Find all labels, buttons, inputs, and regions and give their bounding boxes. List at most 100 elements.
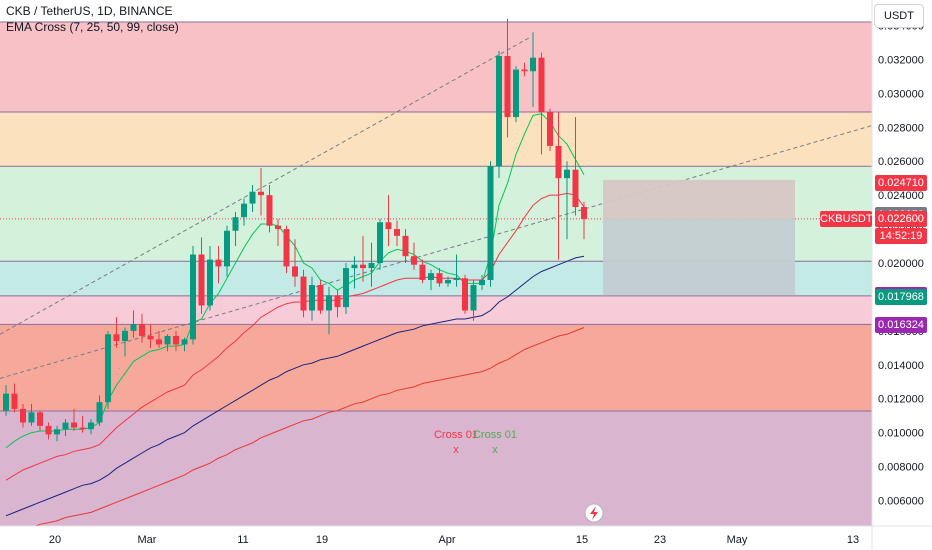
position-box[interactable] — [603, 179, 795, 296]
candle-body — [71, 422, 77, 428]
candle-body — [190, 254, 196, 340]
candle-body — [411, 256, 417, 265]
fib-zone — [0, 111, 872, 167]
candle-body — [20, 408, 26, 423]
candle-body — [258, 191, 264, 196]
price-tag: 0.022600 — [875, 210, 927, 227]
candle-body — [113, 334, 120, 342]
position-box-profit[interactable] — [603, 179, 795, 219]
candle-body — [292, 266, 298, 277]
candle-body — [224, 230, 230, 267]
candle-body — [445, 279, 451, 284]
candle-body — [105, 334, 111, 403]
fib-zone — [0, 410, 872, 526]
price-tick-label: 0.008000 — [878, 462, 924, 474]
price-tick-label: 0.010000 — [878, 428, 924, 440]
candle-body — [385, 222, 392, 230]
fib-zone — [0, 22, 872, 112]
candle-body — [130, 324, 137, 331]
candle-body — [198, 254, 205, 306]
candle-body — [207, 259, 213, 306]
fib-zone — [0, 295, 872, 325]
price-tick-label: 0.012000 — [878, 394, 924, 406]
candle-body — [37, 412, 43, 426]
candle-body — [555, 145, 562, 179]
candle-body — [232, 217, 239, 231]
fib-zone — [0, 324, 872, 411]
candle-body — [343, 268, 349, 308]
candle-body — [496, 55, 502, 167]
price-tick-label: 0.028000 — [878, 122, 924, 134]
candle-body — [462, 278, 468, 311]
price-tick-label: 0.020000 — [878, 258, 924, 270]
price-tick-label: 0.024000 — [878, 190, 924, 202]
candle-body — [419, 264, 426, 280]
candle-body — [402, 235, 409, 257]
candle-body — [54, 429, 60, 435]
time-tick-label: Apr — [438, 534, 455, 546]
candle-body — [147, 335, 154, 340]
candle-body — [360, 264, 366, 269]
candle-body — [521, 69, 528, 72]
candle-body — [283, 229, 290, 267]
cross-label: Cross 01 — [434, 429, 478, 441]
lightning-icon[interactable] — [584, 503, 604, 523]
candle-body — [156, 339, 162, 345]
currency-button[interactable]: USDT — [874, 4, 924, 28]
candle-body — [309, 285, 315, 311]
candle-body — [317, 285, 324, 311]
candle-body — [479, 279, 485, 286]
candle-body — [487, 166, 494, 280]
price-tick-label: 0.032000 — [878, 54, 924, 66]
time-tick-label: 15 — [576, 534, 588, 546]
candle-body — [572, 169, 579, 208]
candle-body — [45, 425, 52, 435]
cross-mark: x — [453, 444, 459, 456]
candle-body — [139, 324, 145, 336]
price-tick-label: 0.026000 — [878, 156, 924, 168]
candle-body — [181, 339, 188, 345]
price-tick-label: 0.030000 — [878, 88, 924, 100]
candle-body — [3, 393, 9, 411]
candle-body — [351, 264, 358, 269]
time-tick-label: 20 — [49, 534, 61, 546]
time-tick-label: 19 — [316, 534, 328, 546]
candle-body — [368, 263, 375, 269]
price-tag: 0.024710 — [875, 175, 927, 192]
symbol-price-tag: CKBUSDT — [820, 210, 873, 227]
position-box-loss[interactable] — [603, 218, 795, 296]
candle-body — [11, 393, 18, 409]
candle-body — [266, 195, 273, 226]
candle-body — [564, 169, 570, 179]
zone-top — [0, 0, 872, 23]
time-tick-label: May — [727, 534, 748, 546]
time-tick-label: 11 — [237, 534, 248, 546]
candle-body — [96, 402, 103, 423]
time-tick-label: Mar — [138, 534, 157, 546]
candle-body — [300, 276, 307, 311]
price-tag: 0.016324 — [875, 317, 927, 334]
candle-body — [470, 285, 477, 311]
time-tick-label: 23 — [654, 534, 666, 546]
candle-body — [581, 207, 587, 219]
chart-title: CKB / TetherUS, 1D, BINANCE — [6, 4, 173, 18]
candle-body — [530, 57, 536, 72]
trendline-upper — [0, 36, 531, 335]
ema-line-2 — [5, 255, 585, 517]
candle-body — [334, 295, 341, 308]
cross-mark: x — [492, 444, 498, 456]
price-tick-label: 0.014000 — [878, 360, 924, 372]
candle-body — [249, 191, 256, 204]
time-axis-bg — [0, 526, 932, 550]
candle-body — [173, 335, 179, 345]
candle-body — [88, 422, 94, 430]
candle-body — [62, 422, 69, 430]
candle-body — [241, 203, 247, 218]
indicator-legend: EMA Cross (7, 25, 50, 99, close) — [6, 20, 179, 34]
candle-body — [538, 57, 545, 112]
price-tag: 14:52:19 — [875, 227, 927, 244]
candle-body — [428, 273, 434, 280]
cross-label: Cross 01 — [473, 429, 517, 441]
